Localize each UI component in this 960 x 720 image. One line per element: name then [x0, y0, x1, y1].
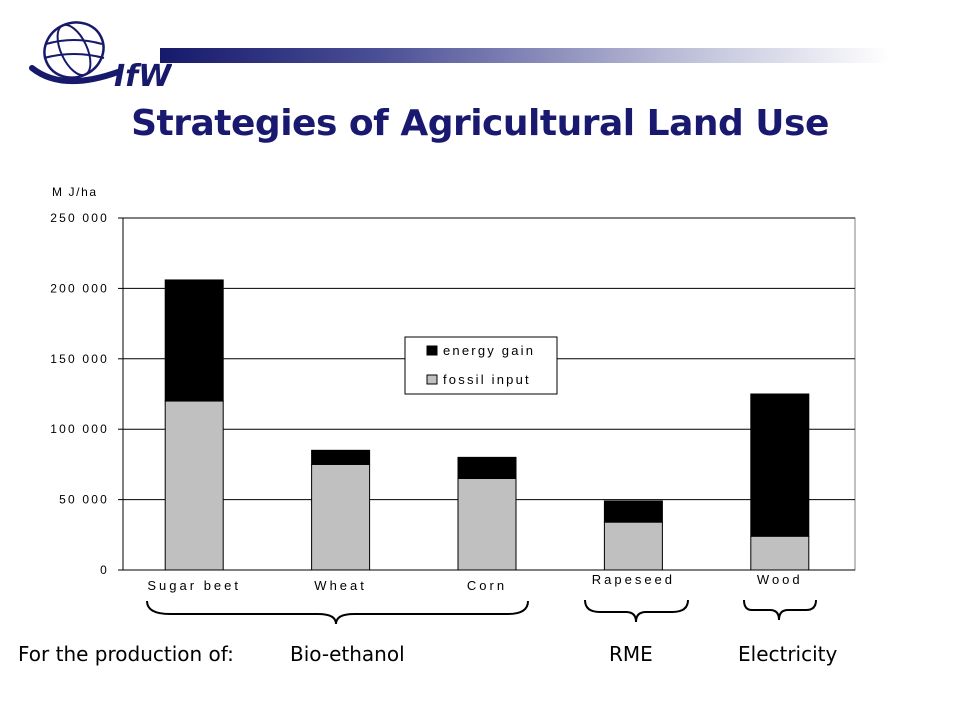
- y-axis-label: M J/ha: [52, 185, 98, 199]
- x-tick-label: Wheat: [314, 578, 367, 593]
- legend-swatch-fossil-input: [426, 374, 438, 385]
- production-intro-label: For the production of:: [18, 642, 234, 666]
- y-tick-label: 150 000: [50, 352, 109, 366]
- bar-energy-gain-rapeseed: [603, 500, 663, 523]
- bar-energy-gain-wood: [750, 393, 810, 537]
- header-gradient-bar: [160, 48, 890, 63]
- y-tick-label: 200 000: [50, 281, 109, 295]
- bar-energy-gain-wheat: [311, 449, 371, 465]
- page-title: Strategies of Agricultural Land Use: [131, 103, 829, 144]
- bar-fossil-input-wheat: [311, 463, 371, 571]
- legend-swatch-energy-gain: [426, 345, 438, 356]
- bio-ethanol-brace: [146, 600, 529, 625]
- bar-energy-gain-corn: [457, 456, 517, 479]
- logo-text: IfW: [114, 59, 172, 94]
- y-tick-label: 250 000: [50, 211, 109, 225]
- bar-fossil-input-wood: [750, 535, 810, 571]
- y-tick-label: 100 000: [50, 422, 109, 436]
- x-tick-label: Corn: [467, 578, 507, 593]
- x-tick-label: Rapeseed: [592, 572, 675, 587]
- rme-brace: [584, 599, 689, 623]
- ifw-logo: IfW: [29, 21, 172, 94]
- bar-fossil-input-rapeseed: [603, 521, 663, 571]
- y-tick-label: 0: [100, 563, 109, 577]
- bar-fossil-input-corn: [457, 477, 517, 571]
- y-tick-label: 50 000: [59, 493, 109, 507]
- globe-icon: [43, 21, 105, 79]
- legend-label-fossil-input: fossil input: [443, 372, 531, 387]
- electricity-label: Electricity: [738, 642, 838, 666]
- bio-ethanol-label: Bio-ethanol: [290, 642, 405, 666]
- electricity-brace: [743, 599, 817, 621]
- chart-legend: energy gain fossil input: [404, 336, 558, 395]
- legend-label-energy-gain: energy gain: [443, 343, 535, 358]
- x-tick-label: Wood: [757, 572, 803, 587]
- bar-fossil-input-sugar-beet: [164, 400, 224, 571]
- bar-energy-gain-sugar-beet: [164, 279, 224, 402]
- rme-label: RME: [609, 642, 653, 666]
- x-tick-label: Sugar beet: [147, 578, 241, 593]
